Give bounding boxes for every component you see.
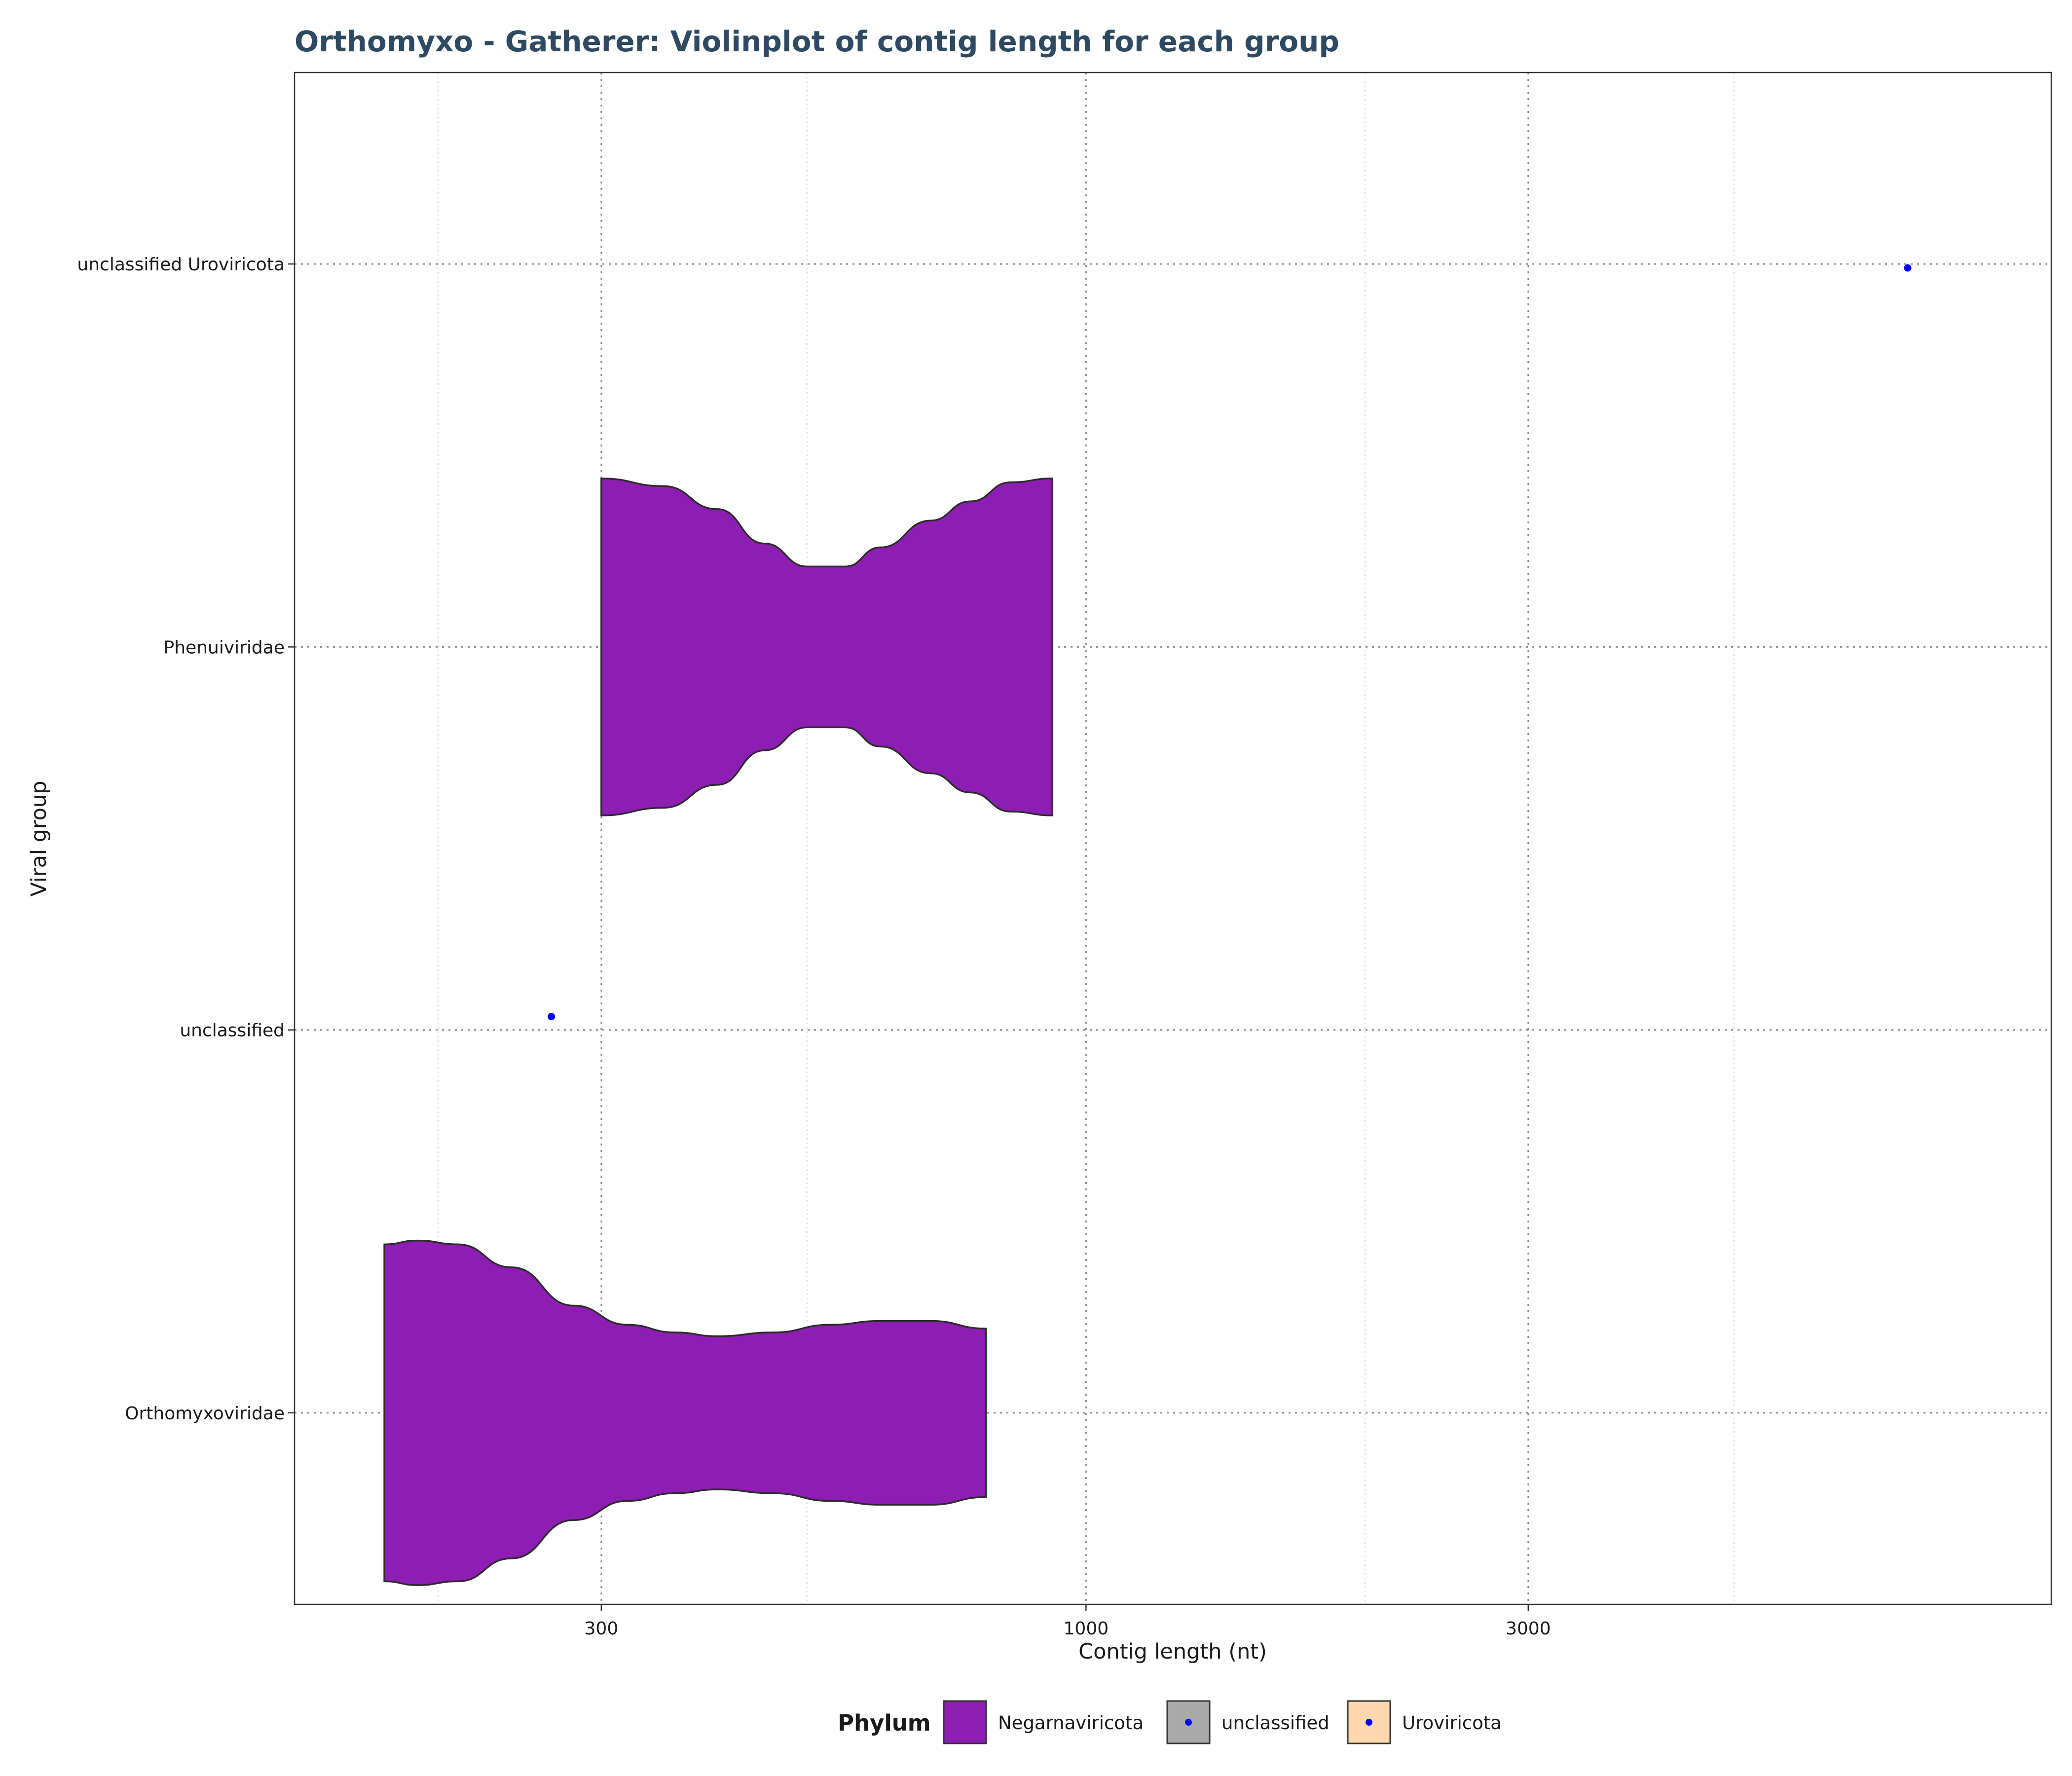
data-point	[548, 1013, 555, 1021]
legend-title: Phylum	[838, 1710, 931, 1736]
x-tick-label: 1000	[1064, 1619, 1109, 1639]
y-tick-label: unclassified	[180, 1021, 285, 1041]
y-axis-title: Viral group	[27, 781, 51, 897]
plot-panel-border	[294, 72, 2052, 1605]
violins	[383, 478, 1054, 1586]
legend-label: unclassified	[1221, 1712, 1330, 1734]
x-axis-title: Contig length (nt)	[1078, 1639, 1267, 1664]
legend-key	[943, 1700, 987, 1744]
violin-phenuiviridae	[600, 478, 1054, 816]
legend-key-point	[1185, 1719, 1192, 1726]
legend-label: Negarnaviricota	[998, 1712, 1144, 1734]
y-tick-label: Phenuiviridae	[164, 637, 285, 658]
y-tick-label: Orthomyxoviridae	[125, 1404, 285, 1424]
x-tick-label: 300	[585, 1619, 619, 1639]
x-tick-label: 3000	[1506, 1619, 1551, 1639]
violin-orthomyxoviridae	[383, 1239, 987, 1586]
legend: Phylum Negarnaviricota unclassified Urovir…	[838, 1700, 1502, 1744]
data-point	[1904, 264, 1912, 272]
y-tick-label: unclassified Uroviricota	[77, 255, 285, 275]
chart-title: Orthomyxo - Gatherer: Violinplot of cont…	[295, 25, 1339, 58]
axes: 300 1000 3000 unclassified Uroviricota Phenu…	[77, 255, 1551, 1639]
legend-label: Uroviricota	[1402, 1712, 1502, 1734]
data-points	[548, 264, 1912, 1021]
legend-key-point	[1366, 1719, 1372, 1726]
